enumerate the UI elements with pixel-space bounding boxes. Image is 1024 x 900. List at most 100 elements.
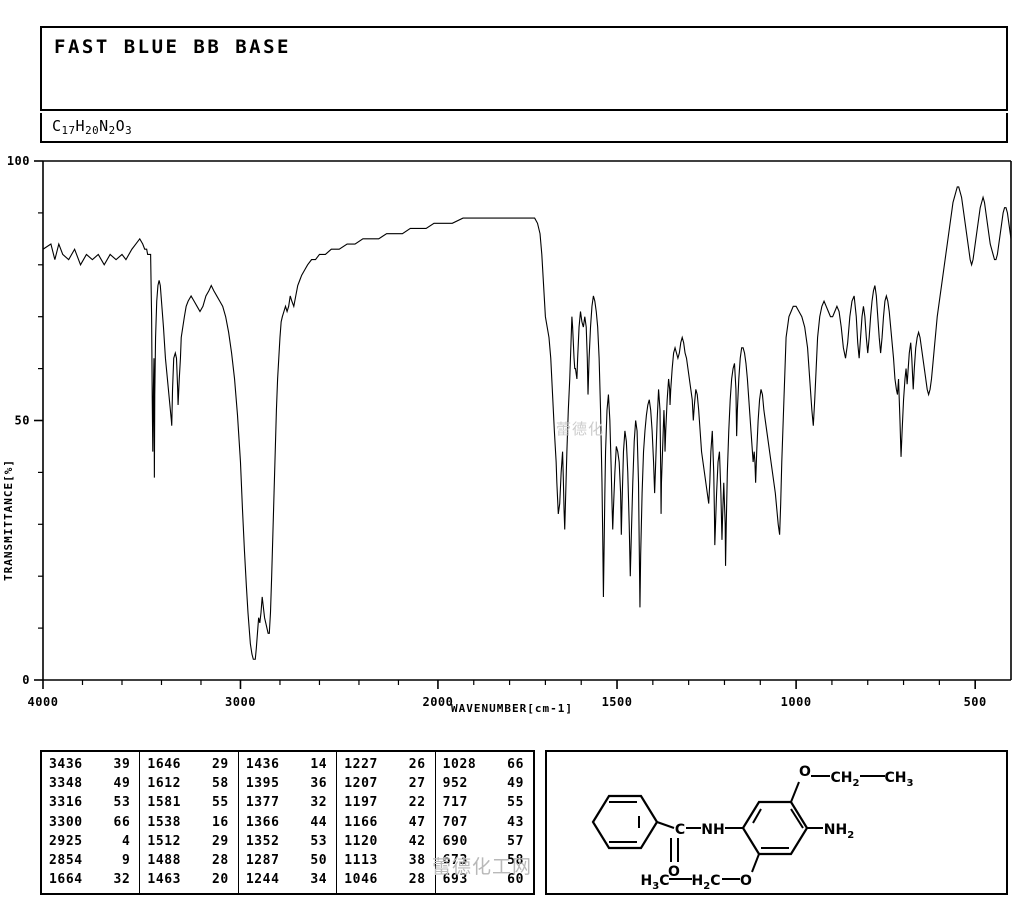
spectrum-plot: 100 50 0 4000 3000 2000 1500 1000 500 WAVENUMBER… bbox=[0, 150, 1024, 730]
peak-wavenumber: 1046 bbox=[344, 872, 378, 888]
peak-wavenumber: 1120 bbox=[344, 833, 378, 849]
peak-row: 1366 44 bbox=[239, 813, 336, 832]
peak-row: 690 57 bbox=[436, 832, 533, 851]
peak-wavenumber: 1166 bbox=[344, 814, 378, 830]
label-carbonyl-o: O bbox=[668, 864, 680, 880]
peak-row: 2925 4 bbox=[42, 832, 139, 851]
peak-intensity: 49 bbox=[113, 776, 131, 792]
x-tick-label: 2000 bbox=[422, 695, 453, 709]
peak-row: 1646 29 bbox=[140, 755, 237, 774]
peak-intensity: 29 bbox=[211, 833, 229, 849]
y-tick-label: 0 bbox=[22, 673, 30, 687]
label-ch3-top: CH3 bbox=[885, 770, 914, 789]
peak-row: 952 49 bbox=[436, 774, 533, 793]
peak-row: 1046 28 bbox=[337, 870, 434, 889]
x-tick-label: 1500 bbox=[602, 695, 633, 709]
peak-intensity: 57 bbox=[507, 833, 525, 849]
peak-column: 1028 66 952 49 717 55 707 43 690 57 673 58 693 60 bbox=[436, 752, 533, 893]
label-ether-o-bottom: O bbox=[740, 873, 752, 889]
peak-intensity: 9 bbox=[121, 853, 131, 869]
peak-intensity: 39 bbox=[113, 757, 131, 772]
peak-intensity: 47 bbox=[408, 814, 426, 830]
peak-intensity: 42 bbox=[408, 833, 426, 849]
peak-wavenumber: 1463 bbox=[147, 872, 182, 888]
peak-wavenumber: 690 bbox=[442, 833, 468, 849]
peak-row: 1463 20 bbox=[140, 870, 237, 889]
peak-row: 2854 9 bbox=[42, 851, 139, 870]
peak-row: 693 60 bbox=[436, 870, 533, 889]
peak-intensity: 55 bbox=[211, 795, 229, 811]
structure-bonds bbox=[591, 775, 885, 880]
y-tick-label: 100 bbox=[7, 154, 30, 168]
peak-wavenumber: 1197 bbox=[344, 795, 378, 811]
peak-row: 717 55 bbox=[436, 793, 533, 812]
formula-box: C17H20N2O3 bbox=[40, 113, 1008, 143]
peak-wavenumber: 3348 bbox=[49, 776, 83, 792]
peak-intensity: 53 bbox=[113, 795, 131, 811]
peak-intensity: 4 bbox=[121, 833, 131, 849]
compound-name-box: FAST BLUE BB BASE bbox=[40, 26, 1008, 111]
peak-wavenumber: 1512 bbox=[147, 833, 182, 849]
peak-row: 1377 32 bbox=[239, 793, 336, 812]
peak-wavenumber: 717 bbox=[442, 795, 468, 811]
peak-column: 1436 14 1395 36 1377 32 1366 44 1352 53 1287 50 1244… bbox=[239, 752, 338, 893]
peak-wavenumber: 1207 bbox=[344, 776, 378, 792]
peak-intensity: 27 bbox=[408, 776, 426, 792]
peak-wavenumber: 1538 bbox=[147, 814, 182, 830]
peak-wavenumber: 1244 bbox=[245, 872, 280, 888]
structure-svg: C O NH O CH2 CH3 NH2 O H2C H3C bbox=[591, 764, 914, 892]
peak-row: 1197 22 bbox=[337, 793, 434, 812]
label-ch2-bottom: H2C bbox=[692, 873, 721, 892]
peak-wavenumber: 1287 bbox=[245, 853, 280, 869]
label-ch3-bottom: H3C bbox=[641, 873, 670, 892]
peak-column: 3436 39 3348 49 3316 53 3300 66 2925 4 2854 9 1664 32 bbox=[42, 752, 141, 893]
peak-intensity: 28 bbox=[408, 872, 426, 888]
peak-table: 3436 39 3348 49 3316 53 3300 66 2925 4 2854 9 1664 32… bbox=[40, 750, 535, 895]
peak-row: 1664 32 bbox=[42, 870, 139, 889]
peak-wavenumber: 707 bbox=[442, 814, 468, 830]
peak-intensity: 28 bbox=[211, 853, 229, 869]
label-ch2-top: CH2 bbox=[831, 770, 860, 789]
peak-wavenumber: 1488 bbox=[147, 853, 182, 869]
peak-row: 1120 42 bbox=[337, 832, 434, 851]
structure-diagram-box: C O NH O CH2 CH3 NH2 O H2C H3C bbox=[545, 750, 1008, 895]
label-amine: NH2 bbox=[824, 822, 854, 841]
peak-intensity: 66 bbox=[507, 757, 525, 772]
x-tick-label: 500 bbox=[964, 695, 987, 709]
peak-wavenumber: 1581 bbox=[147, 795, 182, 811]
peak-row: 1352 53 bbox=[239, 832, 336, 851]
peak-row: 1512 29 bbox=[140, 832, 237, 851]
peak-wavenumber: 1436 bbox=[245, 757, 280, 772]
peak-intensity: 58 bbox=[211, 776, 229, 792]
peak-wavenumber: 3436 bbox=[49, 757, 83, 772]
peak-intensity: 53 bbox=[310, 833, 328, 849]
compound-name: FAST BLUE BB BASE bbox=[54, 36, 291, 58]
peak-wavenumber: 2854 bbox=[49, 853, 83, 869]
peak-intensity: 60 bbox=[507, 872, 525, 888]
peak-intensity: 34 bbox=[310, 872, 328, 888]
peak-row: 1612 58 bbox=[140, 774, 237, 793]
peak-column: 1646 29 1612 58 1581 55 1538 16 1512 29 1488 28 1463… bbox=[140, 752, 239, 893]
x-tick-label: 1000 bbox=[781, 695, 812, 709]
peak-row: 3436 39 bbox=[42, 755, 139, 774]
peak-intensity: 38 bbox=[408, 853, 426, 869]
peak-wavenumber: 1612 bbox=[147, 776, 182, 792]
label-carbonyl-c: C bbox=[675, 822, 685, 838]
peak-wavenumber: 1028 bbox=[442, 757, 477, 772]
peak-row: 1227 26 bbox=[337, 755, 434, 774]
peak-intensity: 26 bbox=[408, 757, 426, 772]
peak-wavenumber: 3300 bbox=[49, 814, 83, 830]
peak-wavenumber: 3316 bbox=[49, 795, 83, 811]
x-tick-label: 3000 bbox=[225, 695, 256, 709]
peak-intensity: 36 bbox=[310, 776, 328, 792]
peak-row: 1166 47 bbox=[337, 813, 434, 832]
peak-wavenumber: 693 bbox=[442, 872, 468, 888]
peak-row: 1113 38 bbox=[337, 851, 434, 870]
peak-row: 1436 14 bbox=[239, 755, 336, 774]
peak-wavenumber: 952 bbox=[442, 776, 468, 792]
peak-row: 1244 34 bbox=[239, 870, 336, 889]
molecular-formula: C17H20N2O3 bbox=[52, 117, 133, 138]
peak-column: 1227 26 1207 27 1197 22 1166 47 1120 42 1113 38 1046… bbox=[337, 752, 436, 893]
peak-row: 1538 16 bbox=[140, 813, 237, 832]
